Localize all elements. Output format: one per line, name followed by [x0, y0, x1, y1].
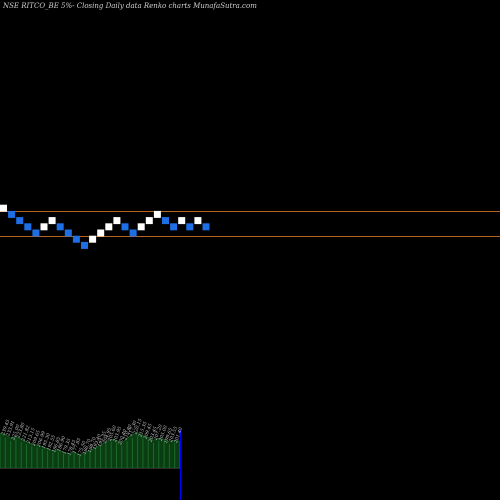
renko-brick-21	[170, 223, 178, 231]
volume-value-label-4: 221.82	[20, 425, 32, 443]
volume-value-label-20: 204.95	[102, 427, 114, 445]
renko-brick-20	[162, 217, 169, 225]
renko-brick-5	[40, 223, 48, 231]
volume-value-label-30: 207.20	[152, 424, 164, 442]
volume-value-label-8: 195.30	[41, 432, 52, 449]
renko-brick-23	[186, 223, 194, 231]
chart-title: NSE RITCO_BE 5%- Closing Daily data Renk…	[3, 2, 257, 10]
renko-brick-0	[0, 204, 7, 212]
volume-value-label-32: 199.65	[163, 427, 174, 444]
volume-value-label-12: 179.35	[61, 438, 72, 455]
renko-brick-9	[72, 235, 80, 243]
volume-value-label-27: 215.35	[137, 421, 149, 439]
volume-value-label-33: 203.55	[168, 426, 180, 444]
renko-brick-4	[32, 229, 40, 237]
volume-value-label-34: 201.40	[173, 427, 185, 445]
volume-value-label-14: 177.85	[71, 437, 82, 454]
renko-brick-10	[81, 241, 88, 249]
volume-value-label-17: 188.70	[87, 436, 98, 453]
renko-brick-8	[64, 229, 72, 237]
renko-brick-2	[16, 217, 24, 225]
volume-value-label-2: 225.00	[10, 424, 22, 442]
volume-value-label-18: 193.40	[92, 433, 103, 450]
renko-brick-22	[178, 217, 186, 225]
renko-brick-25	[202, 223, 210, 231]
volume-area	[0, 432, 181, 469]
volume-value-label-7: 206.99	[35, 430, 47, 448]
renko-brick-24	[194, 217, 202, 225]
volume-value-label-26: 220.15	[132, 418, 144, 436]
volume-value-label-23: 200.40	[117, 428, 129, 446]
volume-value-label-6: 209.65	[30, 429, 42, 447]
volume-value-label-21: 205.60	[107, 425, 119, 443]
volume-value-label-29: 203.45	[147, 426, 159, 444]
volume-value-label-31: 205.00	[158, 425, 170, 443]
volume-value-label-10: 186.85	[51, 436, 62, 453]
volume-value-label-5: 213.15	[25, 427, 37, 445]
renko-brick-18	[145, 217, 153, 225]
volume-value-label-24: 210.80	[122, 424, 134, 442]
volume-value-label-19: 195.35	[97, 430, 108, 447]
volume-value-label-22: 203.95	[112, 426, 124, 444]
renko-brick-16	[129, 229, 137, 237]
volume-value-label-28: 209.45	[142, 423, 154, 441]
volume-value-label-3: 223.80	[15, 422, 27, 440]
renko-brick-12	[97, 229, 105, 237]
volume-value-label-13: 178.45	[66, 439, 77, 456]
renko-brick-11	[89, 235, 97, 243]
renko-brick-19	[153, 210, 161, 218]
volume-value-label-16: 186.70	[82, 438, 93, 455]
renko-brick-14	[113, 217, 121, 225]
renko-brick-7	[56, 223, 64, 231]
renko-brick-1	[8, 210, 16, 218]
renko-brick-13	[105, 223, 113, 231]
volume-value-label-15: 175.50	[77, 440, 88, 457]
renko-brick-3	[24, 223, 32, 231]
renko-brick-6	[48, 217, 56, 225]
volume-value-label-1: 233.91	[5, 420, 17, 438]
volume-value-label-25: 217.30	[127, 420, 139, 438]
volume-value-label-9: 192.55	[46, 434, 57, 451]
renko-brick-17	[137, 223, 145, 231]
renko-brick-15	[121, 223, 129, 231]
volume-value-label-11: 186.90	[56, 435, 67, 452]
volume-value-label-0: 239.45	[0, 419, 11, 437]
